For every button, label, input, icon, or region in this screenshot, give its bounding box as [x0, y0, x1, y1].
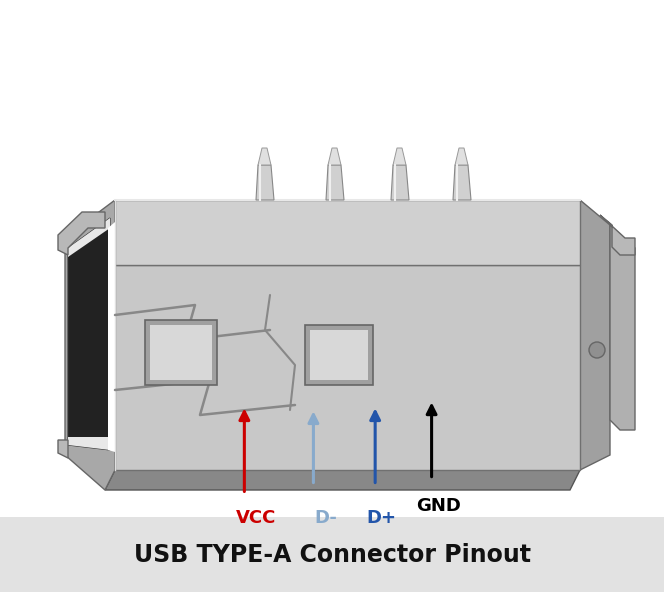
Text: VCC: VCC	[236, 509, 276, 527]
FancyBboxPatch shape	[145, 320, 217, 385]
Polygon shape	[393, 148, 406, 165]
Polygon shape	[258, 148, 271, 165]
Polygon shape	[455, 148, 468, 165]
Text: USB TYPE-A Connector Pinout: USB TYPE-A Connector Pinout	[133, 542, 531, 567]
Text: D-: D-	[314, 509, 337, 527]
Polygon shape	[326, 165, 344, 200]
Polygon shape	[68, 218, 110, 450]
Polygon shape	[580, 200, 610, 470]
Polygon shape	[328, 148, 341, 165]
Polygon shape	[600, 215, 635, 255]
Polygon shape	[453, 165, 471, 200]
FancyBboxPatch shape	[150, 325, 212, 380]
Text: GND: GND	[416, 497, 461, 515]
Circle shape	[589, 342, 605, 358]
Polygon shape	[108, 222, 115, 452]
Polygon shape	[58, 440, 68, 458]
Polygon shape	[65, 200, 115, 490]
Polygon shape	[105, 470, 580, 490]
Polygon shape	[256, 165, 274, 200]
Polygon shape	[115, 200, 580, 265]
FancyBboxPatch shape	[310, 330, 368, 380]
Polygon shape	[115, 265, 580, 470]
FancyBboxPatch shape	[305, 325, 373, 385]
Polygon shape	[610, 225, 635, 430]
Polygon shape	[58, 212, 105, 255]
Polygon shape	[68, 437, 110, 450]
FancyBboxPatch shape	[0, 517, 664, 592]
Polygon shape	[68, 218, 110, 257]
Polygon shape	[391, 165, 409, 200]
Text: D+: D+	[367, 509, 397, 527]
